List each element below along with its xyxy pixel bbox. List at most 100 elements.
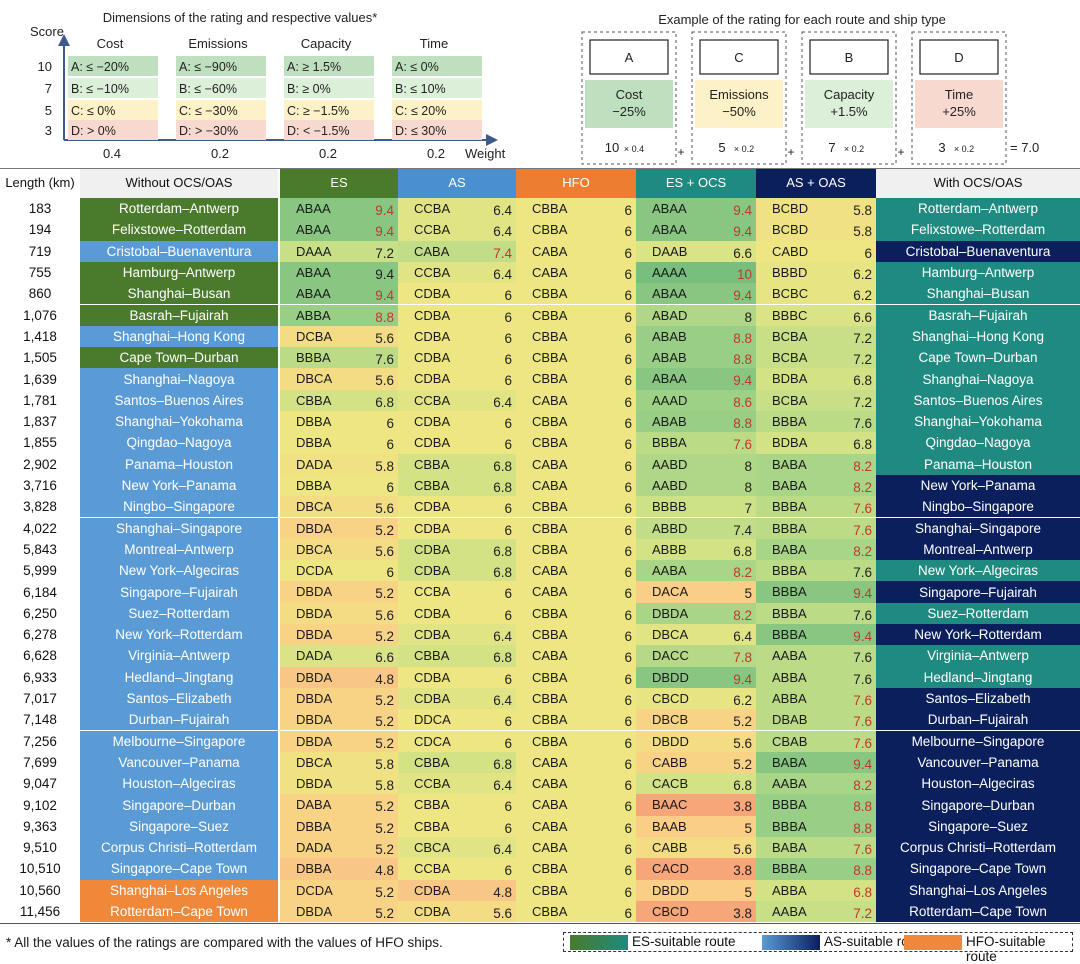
rating-cell-es: DBDA 5.2: [280, 581, 398, 603]
route-length: 5,999: [23, 563, 57, 579]
rating-score: 7.6: [853, 416, 872, 431]
example-dimension: Capacity: [824, 87, 875, 102]
rating-score: 6.8: [493, 565, 512, 581]
rating-score: 8.2: [733, 565, 752, 581]
dimension-weight: 0.2: [319, 146, 337, 161]
as-suitable-label: AS-suitable route: [824, 934, 928, 949]
table-row: 3,716 New York–Panama DBBA 6 CBBA 6.8 CABA 6 AAB…: [0, 474, 1080, 497]
route-name-without: Houston–Algeciras: [80, 773, 278, 795]
rating-cell-asoas: BBBA 7.6: [756, 602, 876, 624]
rating-code: AABA: [772, 903, 807, 919]
rating-score: 9.4: [733, 224, 752, 240]
route-length: 6,184: [23, 584, 57, 600]
rating-cell-es: DABA 5.2: [280, 794, 398, 816]
rating-cell-asoas: BABA 8.2: [756, 453, 876, 475]
score-tick-3: 3: [45, 123, 52, 138]
rating-score: 6.2: [733, 692, 752, 708]
rating-cell-asoas: BCBC 6.2: [756, 283, 876, 305]
rating-cell-hfo: CABA 6: [516, 581, 636, 603]
rating-cell-asoas: BBBA 7.6: [756, 496, 876, 518]
rating-code: CDBA: [414, 563, 451, 579]
rating-code: DADA: [296, 840, 333, 855]
footnote: * All the values of the ratings are comp…: [6, 935, 443, 950]
rating-cell-es: DAAA 7.2: [280, 240, 398, 262]
rating-code: DBDA: [296, 627, 333, 642]
rating-score: 6: [504, 522, 512, 538]
example-title: Example of the rating for each route and…: [658, 12, 946, 27]
rating-cell-as: CDBA 6.4: [398, 687, 516, 710]
rating-code: CABA: [532, 797, 568, 813]
rating-code: CDBA: [414, 669, 451, 685]
rating-code: ABAA: [296, 222, 331, 238]
rating-score: 6.6: [375, 650, 394, 666]
rating-score: 6: [504, 373, 512, 389]
rating-code: ABAB: [652, 328, 687, 344]
rating-cell-esocs: ABBD 7.4: [636, 517, 756, 539]
route-name-without: Shanghai–Los Angeles: [80, 879, 278, 901]
table-row: 860 Shanghai–Busan ABAA 9.4 CDBA 6 CBBA 6 ABAA 9.…: [0, 283, 1080, 305]
grade-cell-bg: [68, 56, 158, 76]
route-name-with: Suez–Rotterdam: [876, 602, 1080, 624]
rating-code: DBBA: [296, 818, 332, 834]
rating-code: ABBA: [772, 882, 807, 898]
rating-code: BCBC: [772, 286, 809, 302]
rating-score: 8.8: [733, 352, 752, 368]
rating-code: DAAA: [296, 243, 332, 259]
rating-code: DBBA: [296, 861, 332, 877]
rating-score: 6: [504, 735, 512, 751]
rating-code: DCDA: [296, 563, 333, 579]
route-length: 9,363: [23, 818, 57, 834]
rating-cell-es: BBBA 7.6: [280, 347, 398, 369]
rating-code: AAAA: [652, 264, 687, 280]
rating-score: 6: [504, 352, 512, 368]
rating-cell-asoas: BCBD 5.8: [756, 198, 876, 220]
rating-cell-as: CBBA 6: [398, 815, 516, 837]
rating-code: BCBD: [772, 222, 809, 238]
rating-code: DAAB: [652, 243, 688, 259]
rating-cell-as: CDBA 6: [398, 432, 516, 454]
rating-score: 6.4: [493, 394, 512, 410]
rating-cell-hfo: CBBA 6: [516, 411, 636, 433]
table-row: 183 Rotterdam–Antwerp ABAA 9.4 CCBA 6.4 CBBA 6 A…: [0, 198, 1080, 220]
rating-cell-asoas: BBBA 7.6: [756, 411, 876, 433]
route-name-without: Panama–Houston: [80, 453, 278, 475]
dimension-weight: 0.2: [427, 146, 445, 161]
rating-code: CBBA: [532, 328, 568, 344]
rating-cell-esocs: ABAB 8.8: [636, 325, 756, 348]
rating-cell-as: CBBA 6.8: [398, 453, 516, 475]
rating-cell-as: CCBA 6.4: [398, 219, 516, 241]
rating-cell-asoas: BDBA 6.8: [756, 368, 876, 390]
rating-score: 8.2: [853, 458, 872, 474]
table-row: 1,076 Basrah–Fujairah ABBA 8.8 CDBA 6 CBBA 6 ABA…: [0, 304, 1080, 326]
example-plus: +: [787, 145, 794, 159]
rating-code: DBBA: [296, 414, 332, 429]
rating-code: BCBA: [772, 328, 808, 344]
example-grade: C: [734, 50, 743, 65]
rating-code: CCBA: [414, 201, 451, 216]
rating-cell-hfo: CABA 6: [516, 453, 636, 475]
rating-score: 6: [504, 799, 512, 815]
rating-score: 8.2: [853, 543, 872, 559]
example-score: 7: [828, 140, 835, 155]
table-row: 9,102 Singapore–Durban DABA 5.2 CBBA 6 CABA 6 BA…: [0, 794, 1080, 816]
rating-code: CBCD: [652, 903, 689, 919]
rating-cell-es: DBDA 5.2: [280, 900, 398, 923]
route-length: 194: [28, 222, 52, 238]
rating-code: ABBA: [772, 690, 807, 706]
rating-score: 6: [624, 756, 632, 772]
grade-cell-bg: [392, 100, 482, 120]
example-dimension: Emissions: [709, 87, 769, 102]
rating-code: CBBA: [532, 286, 568, 302]
grade-cell-bg: [284, 100, 374, 120]
rating-score: 5.2: [733, 714, 752, 730]
rating-code: CACB: [652, 776, 689, 792]
rating-code: CBBA: [532, 712, 568, 728]
route-length: 1,076: [23, 307, 57, 323]
rating-score: 3.8: [733, 799, 752, 815]
example-plus: +: [897, 145, 904, 159]
route-length: 9,047: [23, 776, 57, 792]
rating-cell-asoas: BABA 7.6: [756, 837, 876, 859]
rating-score: 7.6: [853, 714, 872, 730]
route-length: 1,855: [23, 435, 57, 451]
route-length: 860: [28, 286, 52, 302]
